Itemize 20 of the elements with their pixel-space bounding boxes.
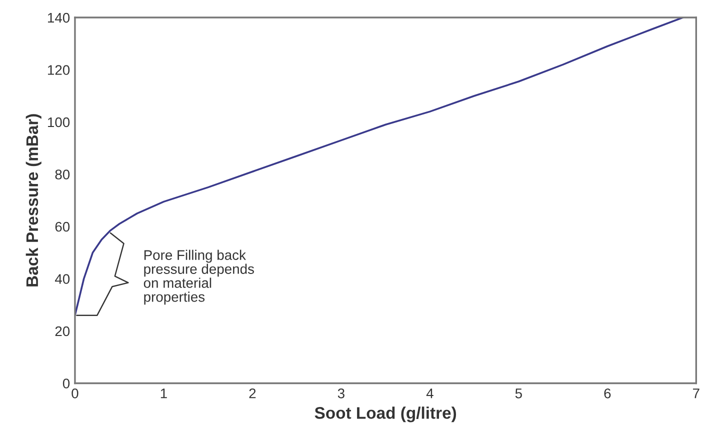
x-tick-label: 5 xyxy=(515,388,522,398)
x-tick-label: 3 xyxy=(338,388,344,398)
annotation: Pore Filling back pressure depends on material properties xyxy=(144,250,254,305)
x-tick-label: 4 xyxy=(426,388,434,398)
x-tick-label: 0 xyxy=(72,388,78,398)
x-tick-label: 7 xyxy=(693,388,700,398)
x-tick-label: 6 xyxy=(604,388,611,398)
y-axis-title: Back Pressure (mBar) xyxy=(26,114,42,286)
x-tick-label: 1 xyxy=(160,388,167,398)
y-tick-label: 80 xyxy=(55,170,70,180)
y-tick-label: 20 xyxy=(55,326,70,336)
y-tick-label: 140 xyxy=(48,12,70,23)
x-tick-label: 2 xyxy=(249,388,256,398)
line-series xyxy=(74,18,684,316)
y-tick-label: 100 xyxy=(48,117,70,128)
y-tick-label: 40 xyxy=(54,274,70,284)
x-axis-title: Soot Load (g/litre) xyxy=(314,406,456,422)
y-tick-label: 60 xyxy=(55,222,70,232)
y-tick-label: 0 xyxy=(62,378,70,388)
y-tick-label: 120 xyxy=(48,65,70,75)
